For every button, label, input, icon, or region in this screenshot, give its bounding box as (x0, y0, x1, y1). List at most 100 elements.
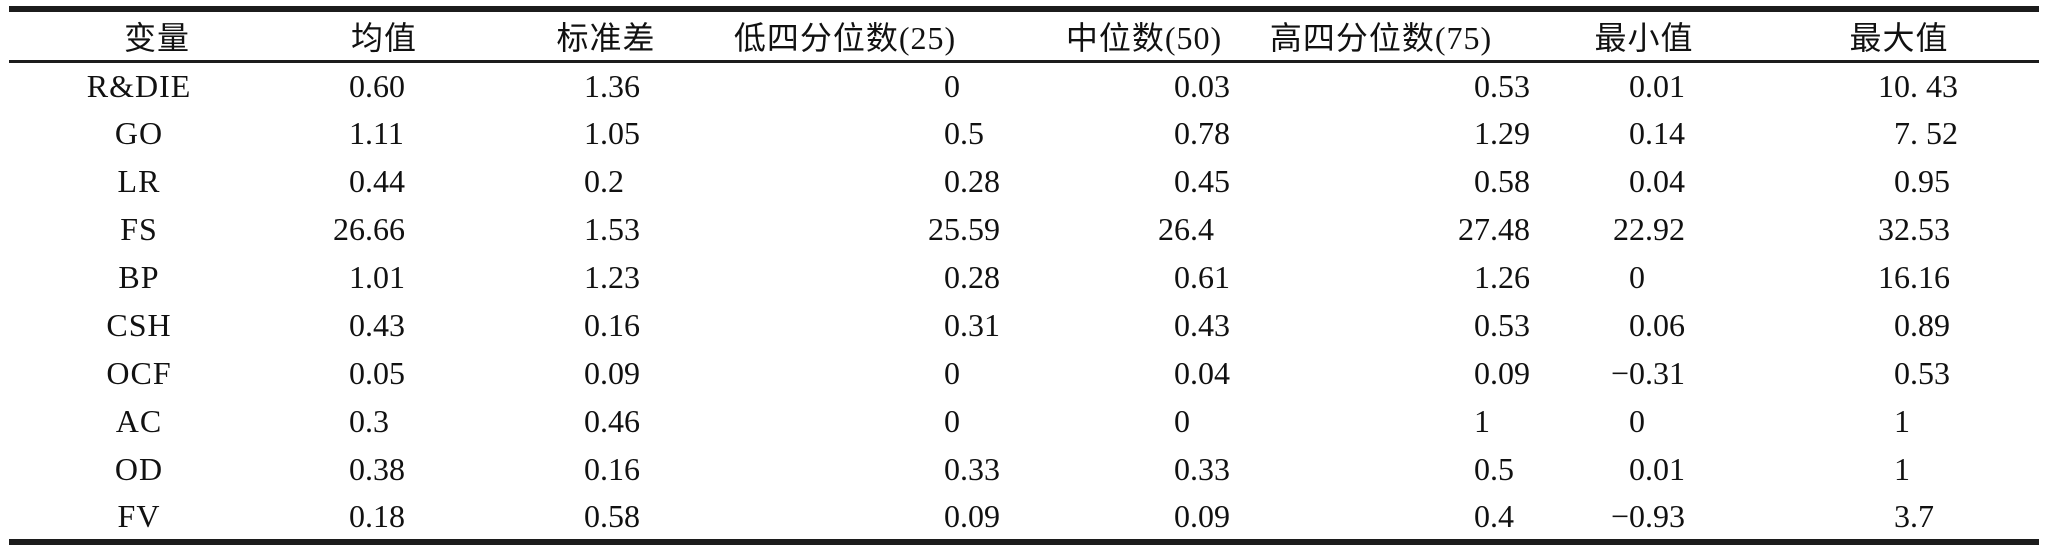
table-cell: 0 (1629, 403, 1645, 439)
table-cell: 0.09 (1474, 355, 1530, 391)
table-cell: 0.01 (1629, 451, 1685, 487)
table-row: LR 0.44 0.2 0.28 0.45 0.58 0.04 0.95 (9, 158, 2039, 206)
table-cell: 0.18 (349, 497, 405, 534)
table-cell: 0.05 (349, 355, 405, 391)
table-header-row: 变量 均值 标准差 低四分位数(25) 中位数(50) 高四分位数(75) 最小… (9, 9, 2039, 63)
table-body: R&DIE 0.60 1.36 0 0.03 0.53 0.01 10. 43 GO 1.11 1.… (9, 62, 2039, 542)
table-cell: 0.06 (1629, 307, 1685, 343)
table-cell: 16.16 (1878, 259, 1950, 295)
table-cell: 0 (1629, 259, 1645, 295)
table-cell: 0.44 (349, 163, 405, 199)
table-cell: 0.04 (1174, 355, 1230, 391)
table-cell: 0.43 (1174, 307, 1230, 343)
row-variable-label: OCF (106, 355, 172, 391)
table-cell: 0.5 (944, 115, 984, 151)
table-cell: 0 (944, 403, 960, 439)
table-cell: 0.53 (1474, 67, 1530, 104)
table-row: GO 1.11 1.05 0.5 0.78 1.29 0.14 7. 52 (9, 110, 2039, 158)
table-cell: 0.61 (1174, 259, 1230, 295)
table-cell: 0.3 (349, 403, 389, 439)
table-cell: 26.4 (1158, 211, 1214, 247)
table-cell: 0.01 (1629, 67, 1685, 104)
row-variable-label: FS (120, 211, 158, 247)
table-cell: −0.93 (1610, 497, 1685, 534)
table-cell: 1.53 (584, 211, 640, 247)
table-cell: 0.16 (584, 451, 640, 487)
column-header-q75: 高四分位数(75) (1246, 9, 1516, 63)
table-cell: 10. 43 (1878, 67, 1958, 104)
table-cell: 0.89 (1894, 307, 1950, 343)
table-cell: 0.28 (944, 163, 1000, 199)
table-cell: 0.46 (584, 403, 640, 439)
table-cell: 0.14 (1629, 115, 1685, 151)
table-cell: 1 (1894, 451, 1910, 487)
table-cell: 0 (944, 67, 960, 104)
table-row: FV 0.18 0.58 0.09 0.09 0.4 −0.93 3.7 (9, 494, 2039, 542)
table-cell: 25.59 (928, 211, 1000, 247)
column-header-q25: 低四分位数(25) (700, 9, 990, 63)
table-row: FS 26.66 1.53 25.59 26.4 27.48 22.92 32.53 (9, 206, 2039, 254)
table-cell: 0.53 (1474, 307, 1530, 343)
table-row: BP 1.01 1.23 0.28 0.61 1.26 0 16.16 (9, 254, 2039, 302)
table-cell: 0.45 (1174, 163, 1230, 199)
row-variable-label: FV (117, 497, 161, 534)
row-variable-label: R&DIE (86, 67, 192, 104)
column-header-variable: 变量 (27, 9, 287, 63)
table-cell: 0.4 (1474, 497, 1514, 534)
table-cell: 1.23 (584, 259, 640, 295)
table-cell: −0.31 (1610, 355, 1685, 391)
column-header-mean: 均值 (269, 9, 499, 63)
table-cell: 0.09 (944, 497, 1000, 534)
table-cell: 1.26 (1474, 259, 1530, 295)
table-cell: 0.5 (1474, 451, 1514, 487)
table-cell: 0.2 (584, 163, 624, 199)
table-row: AC 0.3 0.46 0 0 1 0 1 (9, 398, 2039, 446)
table-cell: 0.04 (1629, 163, 1685, 199)
table-cell: 0.33 (944, 451, 1000, 487)
table-cell: 0.53 (1894, 355, 1950, 391)
column-header-min: 最小值 (1549, 9, 1739, 63)
table-cell: 3.7 (1894, 497, 1934, 534)
table-cell: 0.60 (349, 67, 405, 104)
table-cell: 0.78 (1174, 115, 1230, 151)
page: 变量 均值 标准差 低四分位数(25) 中位数(50) 高四分位数(75) 最小… (9, 6, 2039, 545)
table-cell: 7. 52 (1894, 115, 1958, 151)
table-row: R&DIE 0.60 1.36 0 0.03 0.53 0.01 10. 43 (9, 62, 2039, 110)
table-cell: 0.31 (944, 307, 1000, 343)
table-cell: 32.53 (1878, 211, 1950, 247)
table-cell: 1.11 (349, 115, 404, 151)
table-cell: 0.95 (1894, 163, 1950, 199)
table-cell: 1.01 (349, 259, 405, 295)
column-header-median: 中位数(50) (1014, 9, 1274, 63)
row-variable-label: GO (114, 115, 164, 151)
table-cell: 0 (944, 355, 960, 391)
column-header-max: 最大值 (1759, 9, 2039, 63)
column-header-stddev: 标准差 (481, 9, 731, 63)
descriptive-statistics-table: 变量 均值 标准差 低四分位数(25) 中位数(50) 高四分位数(75) 最小… (9, 6, 2039, 545)
row-variable-label: LR (117, 163, 161, 199)
table-cell: 1 (1894, 403, 1910, 439)
table-cell: 0.33 (1174, 451, 1230, 487)
table-cell: 22.92 (1613, 211, 1685, 247)
table-cell: 1.29 (1474, 115, 1530, 151)
table-cell: 0.09 (584, 355, 640, 391)
table-cell: 0 (1174, 403, 1190, 439)
row-variable-label: CSH (106, 307, 172, 343)
table-cell: 0.28 (944, 259, 1000, 295)
table-cell: 0.03 (1174, 67, 1230, 104)
table-row: OD 0.38 0.16 0.33 0.33 0.5 0.01 1 (9, 446, 2039, 494)
table-row: CSH 0.43 0.16 0.31 0.43 0.53 0.06 0.89 (9, 302, 2039, 350)
table-cell: 27.48 (1458, 211, 1530, 247)
table-cell: 0.38 (349, 451, 405, 487)
table-cell: 1 (1474, 403, 1490, 439)
table-cell: 0.43 (349, 307, 405, 343)
table-cell: 0.09 (1174, 497, 1230, 534)
row-variable-label: AC (115, 403, 163, 439)
table-cell: 0.16 (584, 307, 640, 343)
table-cell: 26.66 (333, 211, 405, 247)
table-row: OCF 0.05 0.09 0 0.04 0.09 −0.31 0.53 (9, 350, 2039, 398)
table-cell: 1.05 (584, 115, 640, 151)
row-variable-label: OD (114, 451, 164, 487)
table-cell: 0.58 (1474, 163, 1530, 199)
table-cell: 0.58 (584, 497, 640, 534)
